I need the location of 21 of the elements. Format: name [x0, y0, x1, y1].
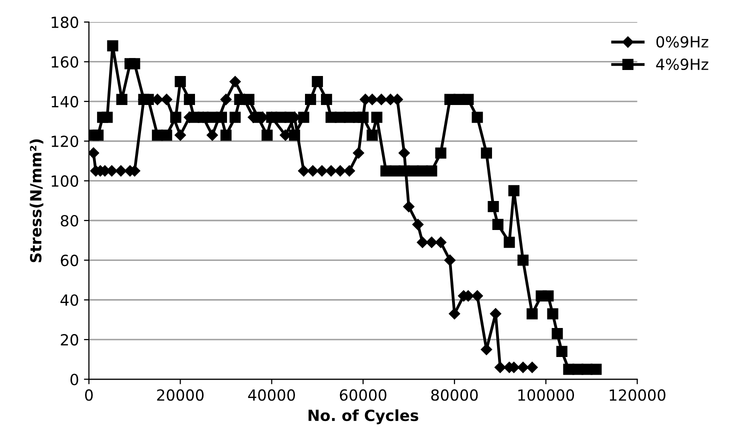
- y-tick-label: 80: [60, 214, 78, 227]
- y-tick-label: 20: [60, 334, 78, 346]
- x-tick-label: 20000: [157, 389, 204, 401]
- y-tick-label: 40: [60, 294, 78, 306]
- x-tick-label: 120000: [610, 389, 666, 401]
- y-axis-title: Stress(N/mm²): [30, 139, 44, 262]
- legend-label: 4%9Hz: [656, 58, 708, 70]
- y-tick-label: 0: [70, 374, 78, 386]
- y-tick-label: 160: [52, 56, 78, 68]
- y-tick-label: 120: [52, 136, 78, 148]
- y-tick-label: 60: [60, 254, 78, 266]
- y-tick-label: 100: [52, 175, 78, 187]
- x-tick-label: 100000: [518, 389, 574, 401]
- y-tick-label: 140: [52, 96, 78, 108]
- legend-label: 0%9Hz: [656, 36, 708, 48]
- x-tick-label: 80000: [431, 389, 478, 401]
- y-tick-label: 180: [52, 16, 78, 28]
- x-axis-title: No. of Cycles: [308, 409, 418, 424]
- x-tick-label: 60000: [340, 389, 386, 401]
- x-tick-label: 40000: [248, 389, 295, 401]
- x-tick-label: 0: [85, 389, 93, 401]
